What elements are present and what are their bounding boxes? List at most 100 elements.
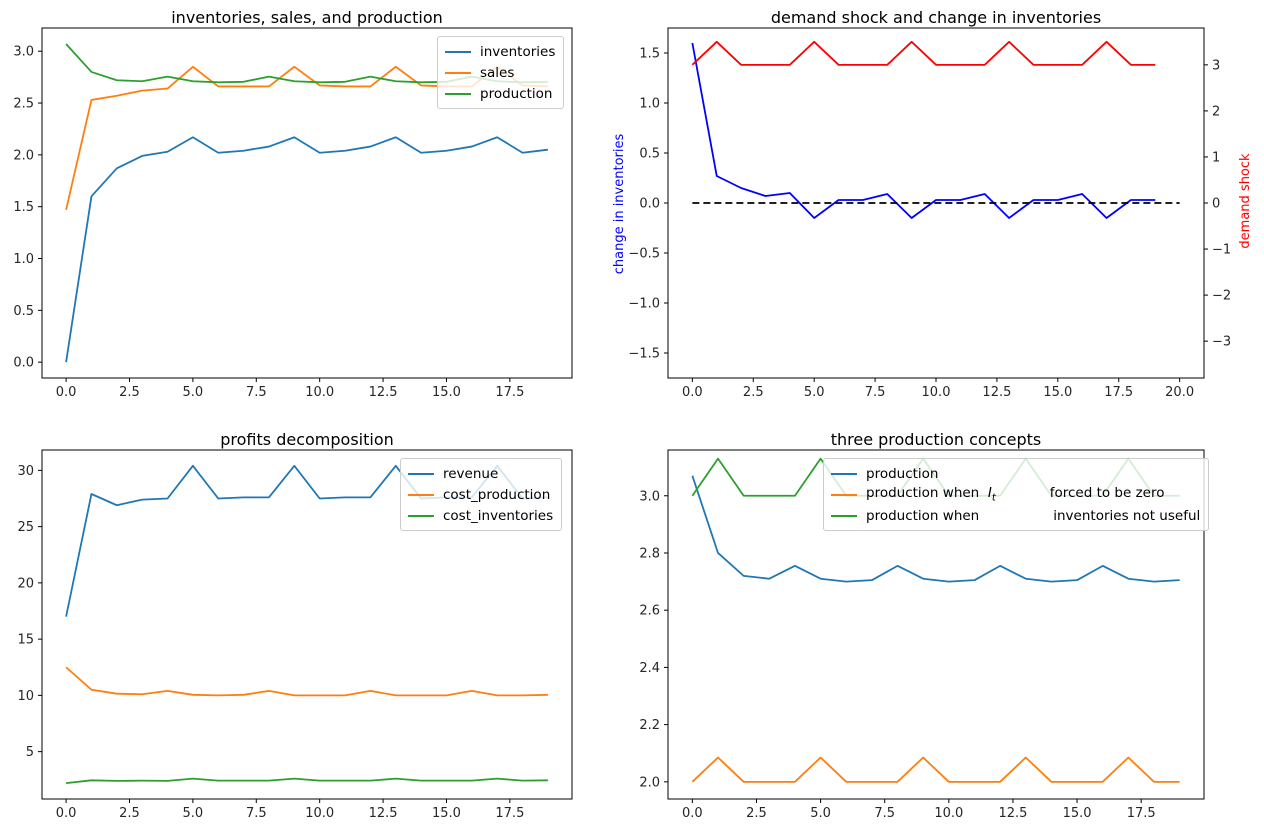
x-tick-label: 17.5 — [1127, 806, 1156, 821]
x-tick-label: 2.5 — [119, 385, 140, 400]
legend-entry: production — [445, 83, 555, 104]
series-production-when-i-t-forced-to-be-zero — [691, 756, 1180, 783]
x-tick-label: 2.5 — [743, 385, 764, 400]
y-tick-label: 20 — [17, 576, 34, 591]
series-cost-production — [65, 666, 548, 697]
y-tick-label: 10 — [17, 689, 34, 704]
y-tick-label: −0.5 — [628, 247, 660, 262]
y-tick-right-label: 2 — [1212, 104, 1220, 119]
legend-label: revenue — [443, 465, 499, 482]
legend-line-sample — [445, 71, 471, 74]
x-tick-label: 7.5 — [874, 806, 895, 821]
legend-line-sample — [831, 514, 857, 517]
x-tick-label: 17.5 — [1104, 385, 1133, 400]
x-tick-label: 15.0 — [1043, 385, 1072, 400]
x-tick-label: 0.0 — [56, 385, 77, 400]
y-tick-label: 0.5 — [639, 147, 660, 162]
chart-title-top-right: demand shock and change in inventories — [770, 8, 1102, 27]
y-tick-label: 3.0 — [13, 45, 34, 60]
chart-title-top-left: inventories, sales, and production — [171, 8, 443, 27]
series-production — [691, 475, 1180, 583]
chart-top-right: 0.0 2.5 5.0 7.5 10.0 12.5 15.0 17.5 20.01.51.00.… — [628, 27, 1231, 400]
y-tick-right-label: 3 — [1212, 58, 1220, 73]
legend-line-sample — [831, 472, 857, 475]
y-tick-label: 1.0 — [639, 97, 660, 112]
y-tick-right-label: −1 — [1212, 243, 1231, 258]
legend-entry: production when inventories not useful — [831, 505, 1200, 526]
y-tick-label: 0.0 — [13, 356, 34, 371]
x-tick-label: 12.5 — [369, 806, 398, 821]
y-tick-label: 1.5 — [639, 47, 660, 62]
y-tick-label: −1.5 — [628, 347, 660, 362]
x-tick-label: 12.5 — [998, 806, 1027, 821]
x-tick-label: 20.0 — [1165, 385, 1194, 400]
y-tick-label: 1.5 — [13, 200, 34, 215]
legend-entry: cost_inventories — [408, 505, 553, 526]
y-tick-right-label: −3 — [1212, 335, 1231, 350]
chart-title-bottom-left: profits decomposition — [220, 430, 394, 449]
y-tick-right-label: 1 — [1212, 150, 1220, 165]
legend-entry: production when It forced to be zero — [831, 484, 1200, 505]
legend-line-sample — [408, 493, 434, 496]
y-tick-label: 2.2 — [639, 718, 660, 733]
legend-line-sample — [831, 493, 857, 496]
legend-line-sample — [445, 50, 471, 53]
series-inventories — [65, 136, 549, 363]
y-tick-right-label: 0 — [1212, 197, 1220, 212]
legend-label: production — [480, 85, 553, 102]
x-tick-label: 10.0 — [922, 385, 951, 400]
axes-frame — [667, 27, 1205, 379]
y-tick-label: 2.0 — [13, 148, 34, 163]
y-tick-right-label: −2 — [1212, 289, 1231, 304]
axes-frame — [667, 449, 1205, 800]
chart-top-left: 0.0 2.5 5.0 7.5 10.0 12.5 15.0 17.5 0.0 0.5 1.0 1.5… — [13, 27, 573, 400]
legend-label: cost_production — [443, 486, 551, 503]
ylabel-change-in-inventories: change in inventories — [612, 133, 627, 275]
legend-label: production — [866, 465, 939, 482]
y-tick-label: 0.0 — [639, 197, 660, 212]
legend-line-sample — [408, 472, 434, 475]
legend-entry: production — [831, 463, 1200, 484]
x-tick-label: 5.0 — [183, 385, 204, 400]
series-change-in-inventories — [691, 42, 1156, 219]
x-tick-label: 12.5 — [369, 385, 398, 400]
legend-entry: sales — [445, 62, 555, 83]
x-tick-label: 15.0 — [432, 385, 461, 400]
legend-bottom-left: revenue cost_production cost_inventories — [400, 458, 563, 531]
x-tick-label: 0.0 — [56, 806, 77, 821]
series-cost-inventories — [65, 777, 548, 785]
x-tick-label: 7.5 — [246, 806, 267, 821]
x-tick-label: 17.5 — [495, 385, 524, 400]
x-tick-label: 12.5 — [982, 385, 1011, 400]
x-tick-label: 5.0 — [183, 806, 204, 821]
y-tick-label: 2.6 — [639, 604, 660, 619]
legend-entry: revenue — [408, 463, 553, 484]
x-tick-label: 17.5 — [495, 806, 524, 821]
y-tick-label: 5 — [26, 745, 34, 760]
legend-line-sample — [445, 92, 471, 95]
chart-bottom-right: 0.0 2.5 5.0 7.5 10.0 12.5 15.0 17.5 2.0 2.2 2.4 2.6… — [639, 449, 1205, 821]
x-tick-label: 2.5 — [119, 806, 140, 821]
chart-title-bottom-right: three production concepts — [830, 430, 1042, 449]
y-tick-label: 2.5 — [13, 97, 34, 112]
x-tick-label: 10.0 — [934, 806, 963, 821]
y-tick-label: 1.0 — [13, 252, 34, 267]
legend-entry: cost_production — [408, 484, 553, 505]
series-demand-shock — [691, 40, 1156, 66]
axes-frame — [41, 449, 573, 800]
x-tick-label: 0.0 — [682, 385, 703, 400]
y-tick-label: 30 — [17, 464, 34, 479]
y-tick-label: 25 — [17, 520, 34, 535]
legend-line-sample — [408, 514, 434, 517]
y-tick-label: 0.5 — [13, 304, 34, 319]
legend-label: production when It forced to be zero — [866, 485, 1165, 504]
legend-label: cost_inventories — [443, 507, 554, 524]
x-tick-label: 5.0 — [804, 385, 825, 400]
y-tick-label: 2.0 — [639, 775, 660, 790]
x-tick-label: 10.0 — [305, 806, 334, 821]
x-tick-label: 7.5 — [246, 385, 267, 400]
x-tick-label: 15.0 — [432, 806, 461, 821]
y-tick-label: 2.8 — [639, 546, 660, 561]
x-tick-label: 5.0 — [810, 806, 831, 821]
